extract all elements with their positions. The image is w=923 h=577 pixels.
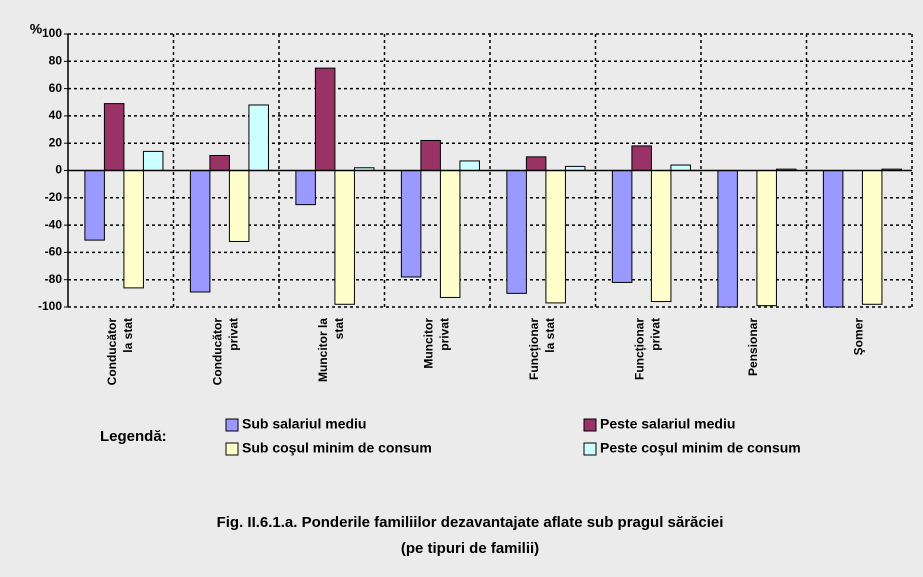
x-tick-label: la stat xyxy=(543,318,557,353)
y-tick-label: -60 xyxy=(45,245,63,259)
bar xyxy=(670,164,691,171)
x-tick-label: Pensionar xyxy=(746,318,760,376)
x-tick-label: privat xyxy=(226,318,240,351)
x-tick-label: la stat xyxy=(121,318,135,353)
bar xyxy=(248,104,269,171)
bar xyxy=(334,170,355,305)
y-axis-label: % xyxy=(30,21,43,37)
x-tick-label: privat xyxy=(437,318,451,351)
bar xyxy=(420,139,441,172)
bar xyxy=(611,170,633,283)
bar xyxy=(822,170,844,308)
y-tick-label: 100 xyxy=(42,26,62,40)
bar xyxy=(228,170,250,242)
bar xyxy=(142,150,164,171)
bar xyxy=(189,170,211,293)
x-tick-label: stat xyxy=(332,318,346,339)
y-tick-label: 40 xyxy=(49,108,63,122)
y-tick-label: 20 xyxy=(49,135,63,149)
caption: Fig. II.6.1.a. Ponderile familiilor deza… xyxy=(217,514,724,531)
x-tick-label: Şomer xyxy=(851,318,865,356)
legend-swatch xyxy=(225,418,239,432)
legend-swatch xyxy=(583,442,597,456)
bar xyxy=(506,170,527,294)
y-tick-label: -100 xyxy=(38,299,62,313)
caption: (pe tipuri de familii) xyxy=(401,540,539,557)
legend-label: Peste coşul minim de consum xyxy=(600,440,801,456)
x-tick-label: Conducător xyxy=(105,318,119,386)
x-tick-label: Conducător xyxy=(210,318,224,386)
bar xyxy=(631,145,652,171)
bar xyxy=(314,67,336,171)
legend-swatch xyxy=(225,442,239,456)
bar xyxy=(439,170,461,298)
bar xyxy=(545,170,566,304)
legend-swatch xyxy=(583,418,597,432)
y-tick-label: 80 xyxy=(49,53,63,67)
bar xyxy=(103,103,125,171)
bar xyxy=(756,170,777,307)
bar xyxy=(123,170,144,289)
bar xyxy=(400,170,422,278)
legend-label: Sub salariul mediu xyxy=(242,416,366,432)
bar xyxy=(84,170,105,241)
bar xyxy=(209,154,230,172)
bar xyxy=(650,170,672,303)
legend-label: Peste salariul mediu xyxy=(600,416,735,432)
y-tick-label: -20 xyxy=(45,190,63,204)
x-tick-label: Funcționar xyxy=(527,318,541,380)
bar xyxy=(459,160,480,172)
x-tick-label: Funcționar xyxy=(632,318,646,380)
y-tick-label: 60 xyxy=(49,81,63,95)
x-tick-label: Muncitor xyxy=(421,318,435,369)
bar xyxy=(717,170,738,308)
x-tick-label: privat xyxy=(648,318,662,351)
bar xyxy=(861,170,883,305)
legend-label: Sub coşul minim de consum xyxy=(242,440,432,456)
y-tick-label: -40 xyxy=(45,217,63,231)
x-tick-label: Muncitor la xyxy=(316,318,330,382)
y-tick-label: -80 xyxy=(45,272,63,286)
bar xyxy=(295,170,316,206)
y-tick-label: 0 xyxy=(55,163,62,177)
legend-title: Legendă: xyxy=(100,428,167,445)
bar xyxy=(525,156,547,172)
